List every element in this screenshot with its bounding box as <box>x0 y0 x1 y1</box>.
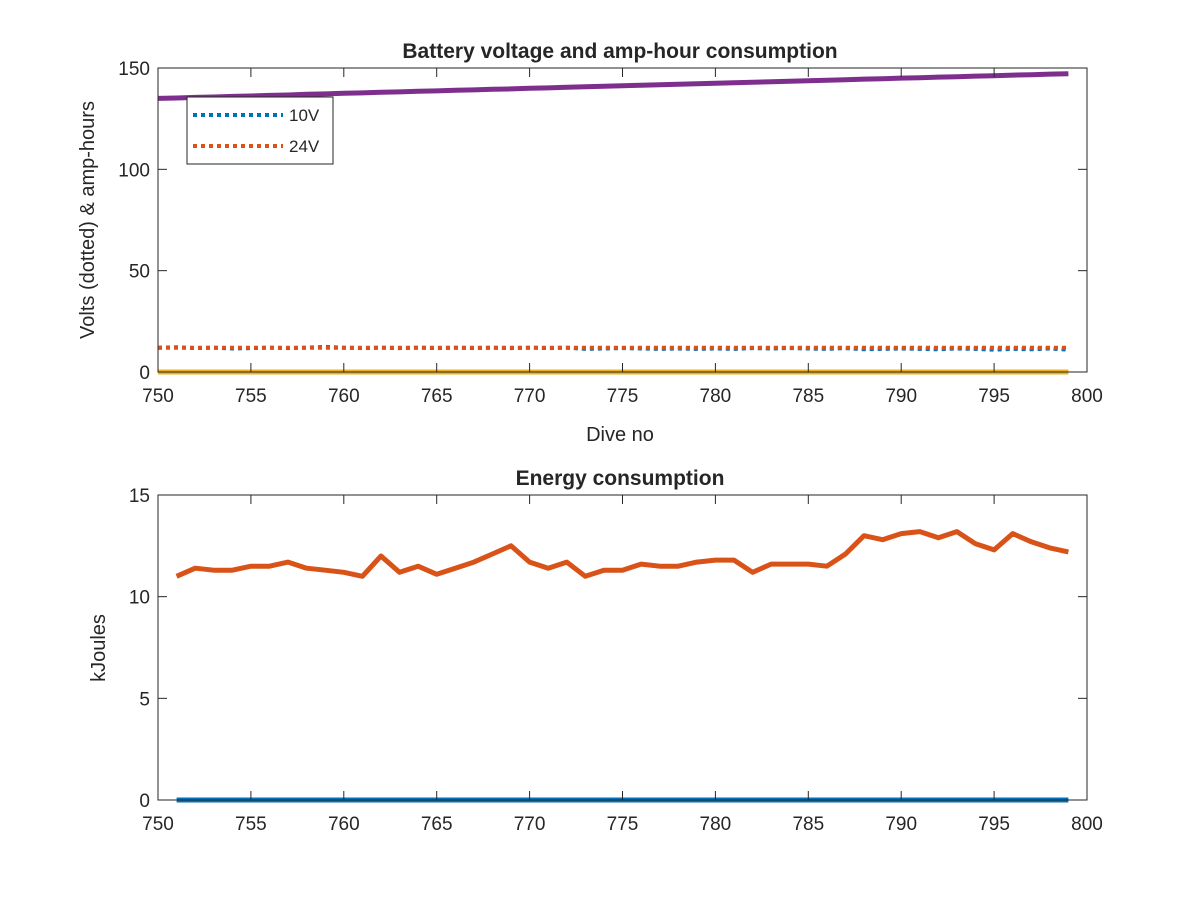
energy-y-tick-label: 0 <box>139 791 150 812</box>
battery-x-tick-label: 750 <box>142 386 174 407</box>
battery-legend: 10V 24V <box>186 96 334 165</box>
battery-x-tick-label: 790 <box>885 386 917 407</box>
battery-x-tick-label: 760 <box>328 386 360 407</box>
energy-series-1-line <box>175 529 1069 579</box>
energy-x-tick-label: 775 <box>607 814 639 835</box>
energy-x-tick-label: 765 <box>421 814 453 835</box>
battery-y-tick-label: 50 <box>129 262 150 283</box>
energy-y-tick-label: 10 <box>129 588 150 609</box>
battery-x-tick-label: 765 <box>421 386 453 407</box>
energy-x-tick-label: 800 <box>1071 814 1103 835</box>
energy-y-axis-label: kJoules <box>88 614 110 682</box>
energy-x-tick-label: 760 <box>328 814 360 835</box>
energy-y-tick-label: 5 <box>139 689 150 710</box>
battery-x-tick-label: 795 <box>978 386 1010 407</box>
energy-x-tick-label: 770 <box>514 814 546 835</box>
legend-24v-label: 24V <box>289 137 320 156</box>
energy-x-tick-label: 780 <box>700 814 732 835</box>
battery-y-tick-label: 0 <box>139 363 150 384</box>
battery-x-tick-label: 785 <box>792 386 824 407</box>
energy-chart-title: Energy consumption <box>516 467 725 490</box>
battery-chart-title: Battery voltage and amp-hour consumption <box>402 40 837 63</box>
battery-chart: 750 755 760 765 770 775 780 785 790 795 800 0 50 100 1… <box>77 40 1103 446</box>
battery-x-tick-label: 755 <box>235 386 267 407</box>
battery-y-tick-label: 150 <box>118 59 150 80</box>
energy-y-tick-label: 15 <box>129 486 150 507</box>
energy-ticks: 750 755 760 765 770 775 780 785 790 795 800 0 5 10 15 <box>129 486 1103 835</box>
battery-x-axis-label: Dive no <box>586 424 654 446</box>
legend-10v-label: 10V <box>289 106 320 125</box>
battery-x-tick-label: 800 <box>1071 386 1103 407</box>
energy-plot-area <box>158 495 1087 800</box>
energy-x-tick-label: 750 <box>142 814 174 835</box>
battery-x-tick-label: 780 <box>700 386 732 407</box>
energy-x-tick-label: 785 <box>792 814 824 835</box>
energy-chart: 750 755 760 765 770 775 780 785 790 795 800051015 … <box>88 467 1103 835</box>
battery-y-axis-label: Volts (dotted) & amp-hours <box>77 101 99 339</box>
battery-y-tick-label: 100 <box>118 160 150 181</box>
battery-ticks: 750 755 760 765 770 775 780 785 790 795 800 0 50 100 1… <box>118 59 1103 407</box>
legend-box <box>186 96 334 165</box>
battery-x-tick-label: 775 <box>607 386 639 407</box>
energy-x-tick-label: 795 <box>978 814 1010 835</box>
battery-x-tick-label: 770 <box>514 386 546 407</box>
energy-x-tick-label: 755 <box>235 814 267 835</box>
energy-x-tick-label: 790 <box>885 814 917 835</box>
battery-series-3-line <box>157 71 1069 101</box>
